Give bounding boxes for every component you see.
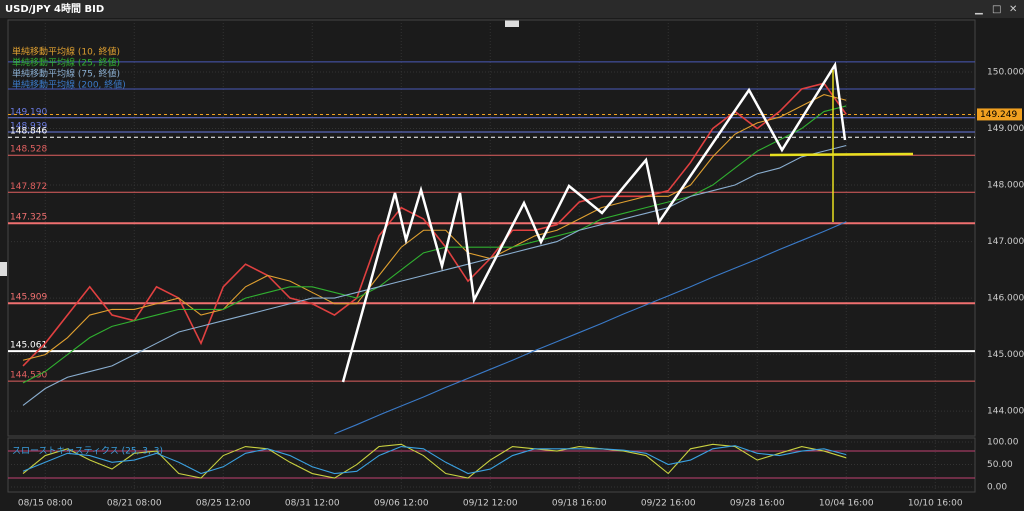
y-tick-label: 147.000 (987, 237, 1024, 247)
indicator-line (22, 94, 847, 361)
level-label: 145.909 (10, 293, 47, 303)
legend-entry: 単純移動平均線 (200, 終値) (12, 79, 126, 91)
neckline-annotation (769, 152, 914, 157)
level-label: 145.061 (10, 341, 47, 351)
close-button[interactable]: ✕ (1009, 4, 1017, 15)
level-label: 149.190 (10, 107, 47, 117)
y-tick-label: 150.000 (987, 68, 1024, 78)
level-label: 148.846 (10, 127, 47, 137)
y-tick-label: 100.00 (987, 438, 1019, 448)
indicator-line (334, 221, 847, 435)
x-tick-label: 09/18 16:00 (552, 499, 607, 509)
y-tick-label: 145.000 (987, 350, 1024, 360)
indicator-line (22, 105, 847, 384)
y-tick-label: 50.00 (987, 460, 1013, 470)
x-tick-label: 10/10 16:00 (908, 499, 963, 509)
maximize-button[interactable]: □ (992, 4, 1001, 15)
stoch-title: スローストキャスティクス (25, 3, 3) (12, 446, 163, 457)
level-label: 147.872 (10, 182, 47, 192)
indicator-line (22, 445, 847, 475)
x-tick-label: 08/25 12:00 (196, 499, 251, 509)
x-tick-label: 08/21 08:00 (107, 499, 162, 509)
y-tick-label: 144.000 (987, 407, 1024, 417)
level-label: 147.325 (10, 213, 47, 223)
current-price-tag (977, 108, 1022, 121)
x-tick-label: 09/06 12:00 (374, 499, 429, 509)
y-tick-label: 146.000 (987, 294, 1024, 304)
y-tick-label: 149.000 (987, 124, 1024, 134)
x-tick-label: 09/28 16:00 (730, 499, 785, 509)
legend-entry: 単純移動平均線 (10, 終値) (12, 46, 120, 58)
legend-entry: 単純移動平均線 (25, 終値) (12, 57, 120, 69)
level-label: 144.530 (10, 371, 47, 381)
minimize-button[interactable]: ▁ (974, 4, 983, 15)
legend-entry: 単純移動平均線 (75, 終値) (12, 68, 120, 80)
indicator-line (22, 144, 847, 406)
x-tick-label: 09/12 12:00 (463, 499, 518, 509)
title-bar (0, 0, 1024, 18)
main-panel (7, 19, 976, 437)
collapse-button[interactable] (505, 20, 519, 27)
window-title: USD/JPY 4時間 BID (5, 2, 104, 15)
x-tick-label: 09/22 16:00 (641, 499, 696, 509)
price-line (22, 82, 847, 367)
current-price-label: 149.249 (980, 110, 1017, 120)
x-tick-label: 10/04 16:00 (819, 499, 874, 509)
y-tick-label: 148.000 (987, 181, 1024, 191)
level-label: 148.528 (10, 145, 47, 155)
zigzag-annotation (341, 61, 847, 383)
y-tick-label: 0.00 (987, 483, 1007, 493)
level-label: 148.939 (10, 121, 47, 131)
x-tick-label: 08/15 08:00 (18, 499, 73, 509)
side-toggle[interactable] (0, 262, 7, 276)
x-tick-label: 08/31 12:00 (285, 499, 340, 509)
